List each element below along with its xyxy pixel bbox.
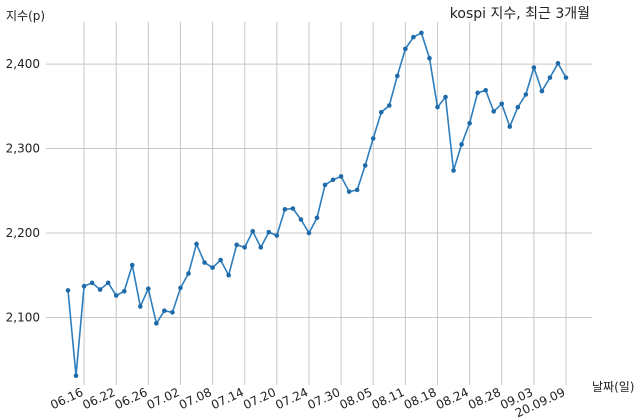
data-point	[475, 90, 480, 96]
y-tick-label: 2,100	[6, 310, 40, 324]
chart-title: kospi 지수, 최근 3개월	[450, 6, 590, 22]
x-tick-label: 07.14	[209, 385, 246, 412]
data-point	[146, 286, 151, 292]
series-group	[65, 30, 569, 379]
data-point	[411, 34, 416, 40]
data-point	[194, 241, 199, 247]
x-tick-label: 06.16	[48, 385, 85, 412]
data-point	[81, 283, 87, 289]
data-point	[451, 168, 456, 173]
data-point	[435, 104, 440, 110]
data-point	[523, 92, 529, 97]
data-point	[346, 189, 352, 194]
data-point	[226, 272, 231, 278]
data-point	[419, 30, 424, 36]
data-point	[395, 73, 400, 79]
data-point	[282, 207, 288, 212]
y-tick-label: 2,200	[6, 226, 40, 240]
data-point	[186, 271, 191, 276]
data-point	[250, 229, 256, 234]
series-line	[67, 31, 567, 376]
data-point	[491, 109, 497, 114]
data-point	[105, 280, 111, 286]
data-point	[258, 245, 264, 250]
data-point	[467, 120, 472, 126]
data-point	[97, 287, 103, 292]
data-point	[137, 304, 143, 309]
x-tick-label: 07.30	[305, 385, 342, 412]
data-point	[162, 308, 167, 313]
data-point	[563, 75, 569, 80]
x-tick-label: 08.28	[466, 385, 503, 412]
data-point	[330, 177, 336, 183]
x-tick-labels: 06.1606.2206.2607.0207.0807.1407.2007.24…	[48, 385, 567, 418]
x-tick-label: 08.24	[434, 385, 471, 412]
data-point	[290, 206, 296, 211]
data-point	[386, 103, 392, 108]
data-point	[73, 373, 79, 379]
data-point	[306, 230, 312, 236]
data-point	[178, 285, 183, 291]
data-point	[121, 288, 127, 294]
data-point	[354, 187, 360, 193]
data-point	[378, 109, 384, 115]
data-point	[483, 87, 488, 93]
y-axis-label: 지수(p)	[6, 9, 45, 23]
x-axis-label: 날짜(일)	[592, 380, 634, 394]
x-tick-label: 08.11	[370, 385, 407, 412]
data-point	[515, 104, 521, 110]
data-point	[65, 288, 71, 293]
data-point	[266, 229, 272, 235]
data-point	[218, 257, 223, 263]
data-point	[154, 321, 159, 326]
data-point	[531, 65, 537, 70]
data-point	[403, 46, 408, 52]
x-tick-label: 07.02	[145, 385, 182, 412]
data-point	[427, 55, 432, 61]
y-tick-label: 2,300	[6, 142, 40, 156]
data-point	[443, 94, 448, 100]
x-tick-label: 06.22	[80, 385, 117, 412]
data-point	[210, 265, 215, 270]
data-point	[129, 262, 135, 268]
x-tick-label: 07.08	[177, 385, 214, 412]
data-point	[555, 60, 561, 66]
data-point	[547, 75, 553, 80]
y-tick-labels: 2,100 2,200 2,300 2,400	[6, 57, 40, 324]
data-point	[234, 242, 239, 248]
data-point	[539, 88, 545, 94]
data-point	[362, 163, 368, 168]
x-tick-label: 07.20	[241, 385, 278, 412]
data-point	[274, 233, 280, 238]
data-point	[242, 245, 248, 250]
data-point	[170, 310, 175, 315]
data-point	[322, 182, 328, 188]
x-tick-label: 06.26	[113, 385, 150, 412]
data-point	[89, 280, 95, 286]
x-tick-label: 08.18	[402, 385, 439, 412]
x-tick-label: 07.24	[273, 385, 310, 412]
data-point	[298, 217, 304, 222]
data-point	[338, 174, 344, 179]
data-point	[314, 215, 320, 221]
data-point	[499, 101, 505, 107]
x-tick-label: 08.05	[337, 385, 374, 412]
y-tick-label: 2,400	[6, 57, 40, 71]
data-point	[459, 142, 464, 147]
data-point	[202, 260, 207, 265]
data-point	[507, 124, 513, 129]
data-point	[370, 136, 376, 141]
grid-lines	[46, 22, 592, 385]
data-point	[113, 293, 119, 298]
